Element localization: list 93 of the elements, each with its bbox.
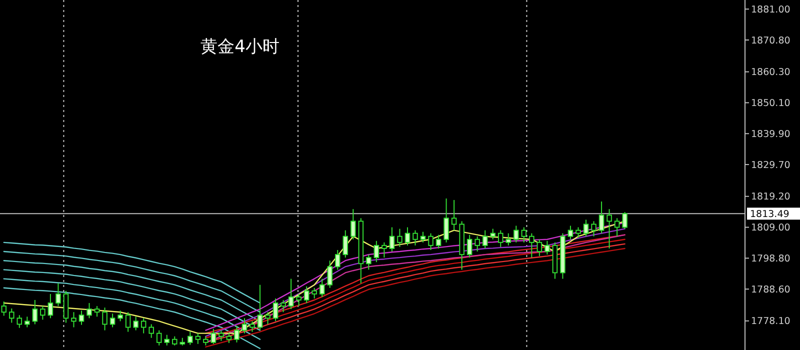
text: 黄金4小时 [200,37,280,57]
candlestick [56,282,61,307]
candlestick [86,302,92,319]
candlestick [614,218,620,237]
candlestick [436,234,442,249]
candlestick [257,284,263,331]
candlestick [1,301,7,316]
candlestick [280,300,286,313]
candlestick [514,225,519,243]
y-tick-label: 1788.60 [751,284,790,296]
y-tick-label: 1860.30 [751,67,790,78]
candlestick [203,336,208,346]
y-tick-label: 1809.00 [751,222,790,234]
candlestick [350,208,356,240]
candlestick [242,318,248,334]
candlestick [312,287,317,299]
candlestick [474,236,480,252]
candlestick [544,240,550,256]
line-series [3,287,261,350]
ref-line-label: 1813.49 [750,208,790,220]
candlestick [218,330,224,342]
candlestick [288,278,294,310]
candlestick [172,336,178,346]
candlestick [397,228,402,248]
candlestick [210,328,216,344]
candlestick [420,231,426,243]
y-tick-label: 1819.20 [751,192,790,203]
candlestick [412,230,418,246]
candlestick [382,242,387,258]
candlestick [319,278,325,298]
candlestick [576,226,581,238]
candlestick [466,234,472,258]
y-tick-label: 1829.70 [751,160,790,171]
candlestick [9,308,14,324]
candlestick [374,240,380,263]
y-tick-label: 1881.00 [751,4,790,16]
candlestick [529,232,534,258]
candlestick [296,293,302,307]
candlestick [327,260,333,288]
line-series [3,250,261,313]
candlestick [188,331,193,346]
candlestick [622,212,628,230]
y-tick-label: 1870.80 [751,35,790,46]
candlestick [148,324,154,338]
candlestick [16,314,22,328]
candlestick [498,230,504,248]
candlestick [444,198,449,243]
candlestick [568,225,574,240]
candlestick [536,238,542,257]
candlestick [110,313,116,328]
line-series [3,269,261,331]
candlestick [521,226,527,243]
candlestick [583,219,589,237]
candlestick [40,306,46,320]
candlestick [102,307,108,331]
candlestick [591,220,596,237]
candlestick [482,230,488,249]
candlestick [404,226,410,246]
candlestick [490,228,496,240]
candlestick [118,310,123,322]
candlestick [366,254,372,270]
candlestick [94,306,100,318]
candlestick [164,334,170,346]
candlestick [389,226,395,252]
line-series [3,242,261,304]
candlestick [606,208,612,249]
candlestick [226,332,232,344]
candlestick [133,316,138,331]
candlestick [506,232,512,246]
candlestick [156,330,162,346]
candlestick [265,312,270,325]
candlestick [598,201,604,234]
candlestick [428,232,434,250]
y-tick-label: 1850.10 [751,98,790,110]
y-tick-label: 1778.10 [751,316,790,328]
y-tick-label: 1839.90 [751,128,790,140]
candlestick [78,310,84,326]
candlestick [334,250,340,270]
candlestick [195,332,201,344]
candlestick [304,286,310,304]
candlestick [71,312,76,328]
candlestick [140,318,146,334]
candlestick [342,230,348,258]
candlestick [125,312,131,332]
candlestick [48,293,54,319]
y-tick-label: 1798.80 [751,254,790,265]
candlestick [32,300,38,325]
line-series [3,278,261,340]
candlestick [24,316,30,328]
candlestick [272,298,278,322]
candlestick [250,320,255,332]
candlestick [451,200,457,231]
candlestick [234,325,240,343]
